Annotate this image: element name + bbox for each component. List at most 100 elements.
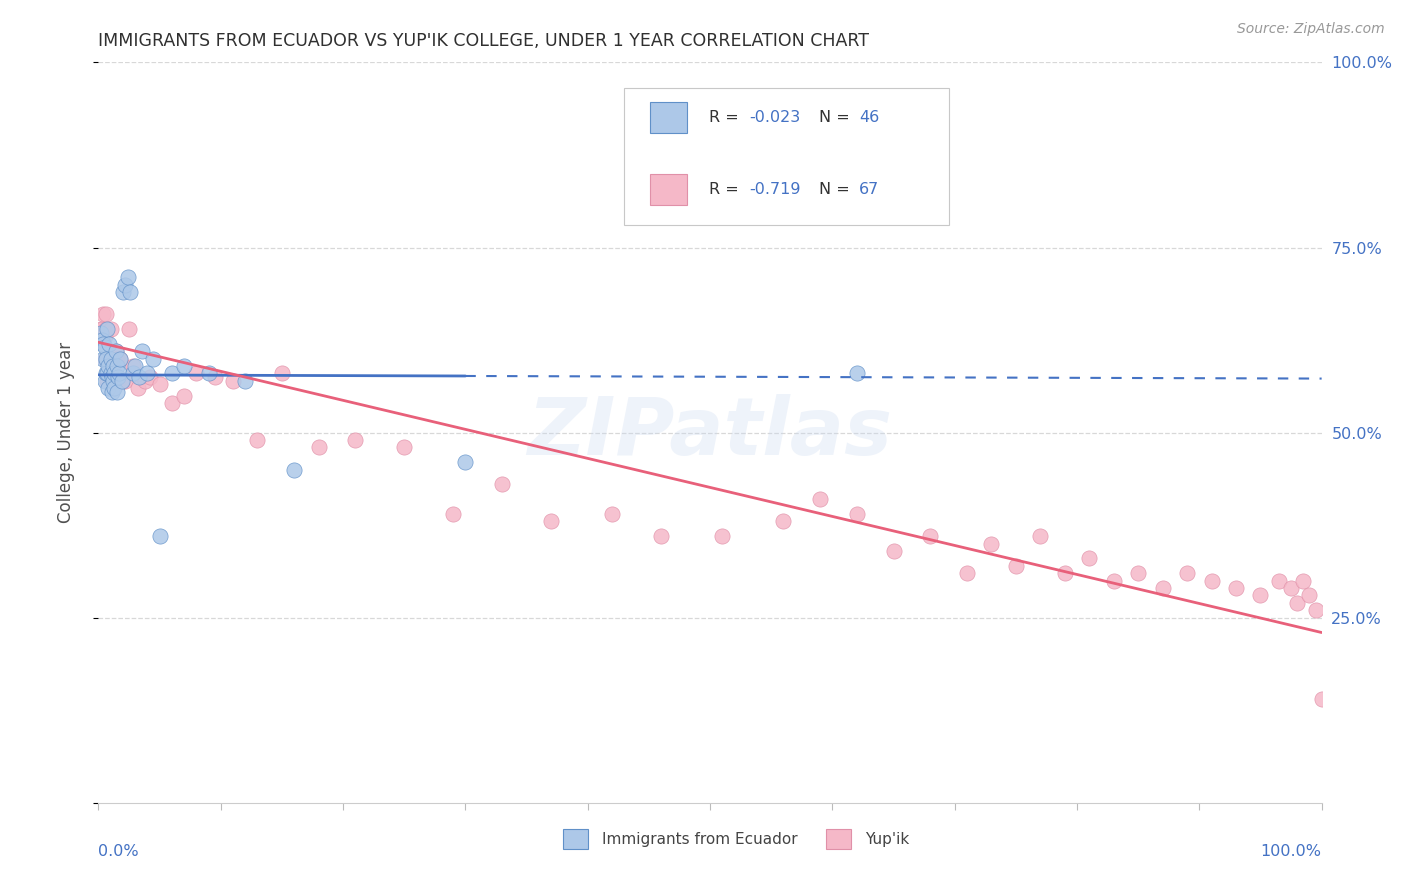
Point — [1292, 574, 1315, 588]
Point — [1298, 589, 1320, 603]
Point — [204, 370, 226, 384]
Point — [96, 367, 118, 381]
Text: Source: ZipAtlas.com: Source: ZipAtlas.com — [1237, 22, 1385, 37]
Point — [270, 367, 294, 381]
Point — [110, 351, 132, 366]
Point — [1053, 566, 1076, 581]
Point — [104, 344, 127, 359]
Point — [491, 477, 513, 491]
Point — [160, 396, 183, 410]
Point — [173, 359, 195, 373]
Point — [103, 367, 125, 381]
Point — [98, 359, 121, 373]
Text: R =: R = — [709, 110, 744, 125]
Point — [1201, 574, 1223, 588]
Point — [105, 351, 128, 366]
Point — [94, 351, 117, 366]
Point — [980, 536, 1002, 550]
Point — [100, 351, 122, 366]
Text: IMMIGRANTS FROM ECUADOR VS YUP'IK COLLEGE, UNDER 1 YEAR CORRELATION CHART: IMMIGRANTS FROM ECUADOR VS YUP'IK COLLEG… — [98, 32, 869, 50]
Point — [90, 322, 112, 336]
Point — [101, 359, 124, 373]
Point — [134, 374, 156, 388]
Point — [173, 388, 195, 402]
Point — [97, 359, 120, 373]
Point — [94, 307, 117, 321]
Point — [114, 374, 136, 388]
Point — [93, 351, 115, 366]
Point — [540, 515, 562, 529]
Point — [1078, 551, 1101, 566]
Point — [1305, 603, 1327, 617]
Point — [1175, 566, 1198, 581]
Point — [845, 507, 868, 521]
Point — [91, 322, 114, 336]
Point — [283, 462, 305, 476]
Point — [93, 329, 115, 343]
Point — [101, 384, 124, 399]
Point — [1286, 596, 1309, 610]
Point — [91, 333, 114, 347]
Point — [97, 351, 120, 366]
Point — [107, 374, 129, 388]
Point — [93, 341, 115, 355]
Point — [142, 351, 165, 366]
Point — [1029, 529, 1052, 543]
Point — [344, 433, 367, 447]
FancyBboxPatch shape — [827, 829, 851, 849]
Text: Yup'ik: Yup'ik — [865, 831, 910, 847]
Point — [772, 515, 794, 529]
Point — [111, 285, 134, 299]
Point — [97, 381, 120, 395]
Point — [441, 507, 464, 521]
Point — [91, 351, 114, 366]
Point — [96, 322, 118, 336]
Point — [111, 374, 134, 388]
Point — [711, 529, 734, 543]
Text: 46: 46 — [859, 110, 880, 125]
Text: ZIPatlas: ZIPatlas — [527, 393, 893, 472]
Point — [117, 270, 139, 285]
Point — [121, 367, 143, 381]
Point — [149, 377, 172, 392]
Text: Immigrants from Ecuador: Immigrants from Ecuador — [602, 831, 799, 847]
Point — [956, 566, 979, 581]
Point — [111, 374, 134, 388]
Point — [1004, 558, 1026, 573]
Point — [105, 359, 128, 373]
Point — [94, 322, 117, 336]
FancyBboxPatch shape — [650, 174, 686, 205]
Point — [93, 374, 115, 388]
Point — [197, 367, 219, 381]
Text: R =: R = — [709, 182, 744, 197]
Point — [98, 336, 121, 351]
Point — [1268, 574, 1291, 588]
Point — [186, 367, 208, 381]
Point — [1310, 692, 1333, 706]
Text: -0.719: -0.719 — [749, 182, 800, 197]
Point — [1128, 566, 1150, 581]
Point — [392, 441, 416, 455]
Point — [600, 507, 623, 521]
Point — [883, 544, 905, 558]
Point — [136, 367, 159, 381]
Point — [308, 441, 330, 455]
Point — [100, 322, 122, 336]
Point — [149, 529, 172, 543]
Point — [128, 370, 150, 384]
Point — [1102, 574, 1125, 588]
Point — [103, 381, 125, 395]
FancyBboxPatch shape — [650, 102, 686, 133]
Point — [105, 384, 128, 399]
Point — [91, 307, 114, 321]
Point — [1225, 581, 1247, 595]
FancyBboxPatch shape — [564, 829, 588, 849]
Point — [114, 277, 136, 292]
Point — [90, 326, 112, 340]
Point — [650, 529, 672, 543]
Text: 100.0%: 100.0% — [1261, 844, 1322, 858]
Point — [101, 370, 124, 384]
Point — [120, 285, 142, 299]
Point — [101, 359, 124, 373]
Point — [101, 367, 124, 381]
